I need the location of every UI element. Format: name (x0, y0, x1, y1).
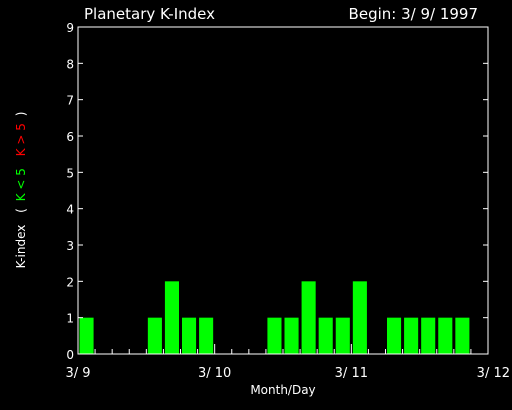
y-tick-label: 1 (66, 312, 74, 326)
bars-group (79, 281, 470, 354)
kp-bar (455, 317, 470, 354)
y-axis-label-close: ) (14, 112, 28, 117)
kp-bar (147, 317, 162, 354)
x-axis-label: Month/Day (250, 383, 315, 397)
x-tick-label: 3/ 9 (65, 366, 90, 381)
chart-begin-date: Begin: 3/ 9/ 1997 (349, 5, 478, 23)
kp-bar (318, 317, 333, 354)
kp-bar (164, 281, 179, 354)
kp-bar (352, 281, 367, 354)
y-tick-label: 6 (66, 130, 74, 144)
y-axis-label-main: K-index (14, 225, 28, 269)
y-tick-label: 2 (66, 275, 74, 289)
y-tick-label: 0 (66, 348, 74, 362)
y-tick-label: 8 (66, 57, 74, 71)
y-tick-label: 7 (66, 94, 74, 108)
y-axis-label-low: K < 5 (14, 168, 28, 201)
kp-bar (182, 317, 197, 354)
y-axis-label-high: K > 5 (14, 123, 28, 156)
kp-bar (79, 317, 94, 354)
y-tick-label: 5 (66, 166, 74, 180)
kp-bar (199, 317, 214, 354)
kp-bar (335, 317, 350, 354)
y-tick-label: 3 (66, 239, 74, 253)
y-tick-label: 4 (66, 203, 74, 217)
kp-bar (267, 317, 282, 354)
y-axis: 0 1 2 3 4 5 6 7 8 9 (66, 21, 488, 362)
x-tick-label: 3/ 10 (198, 366, 231, 381)
chart-title: Planetary K-Index (84, 5, 215, 23)
y-tick-label: 9 (66, 21, 74, 35)
kp-bar (301, 281, 316, 354)
x-axis: 3/ 9 3/ 10 3/ 11 3/ 12 (65, 344, 510, 381)
plot-frame (77, 26, 489, 355)
x-tick-label: 3/ 11 (335, 366, 368, 381)
kp-bar (421, 317, 436, 354)
kp-bar (438, 317, 453, 354)
kp-bar (284, 317, 299, 354)
kp-bar (404, 317, 419, 354)
y-axis-label-open: ( (14, 208, 28, 213)
kp-bar (387, 317, 402, 354)
y-axis-label: K-index ( K < 5 K > 5 ) (14, 112, 28, 269)
x-tick-label: 3/ 12 (477, 366, 510, 381)
